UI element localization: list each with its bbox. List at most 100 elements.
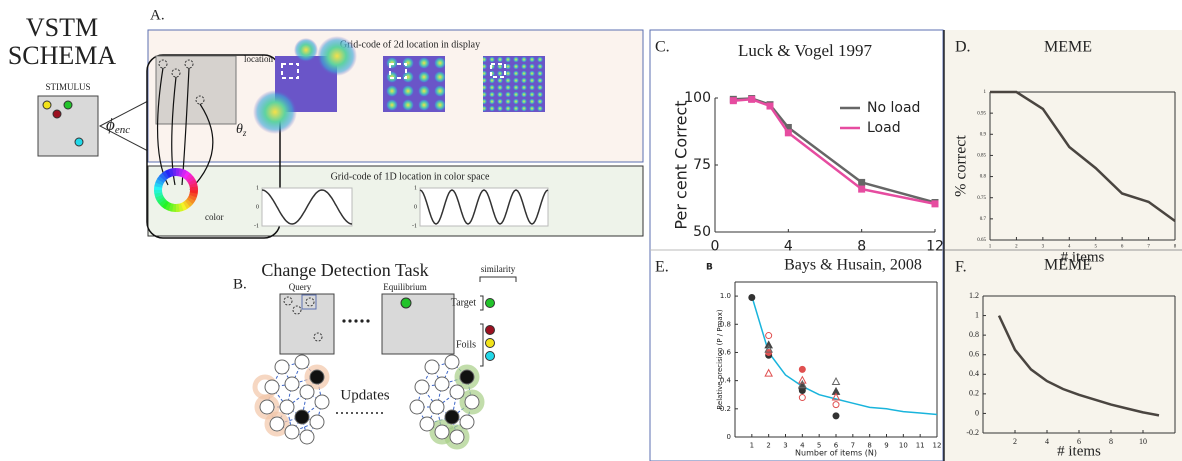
x-tick-label: 10 <box>899 441 908 449</box>
node <box>450 430 464 444</box>
foils-label: Foils <box>456 339 476 350</box>
marker <box>859 186 865 192</box>
equilibrium-label: Equilibrium <box>383 282 427 292</box>
schema-title: SCHEMA <box>8 41 117 70</box>
similarity-label: similarity <box>481 264 516 274</box>
node <box>285 377 299 391</box>
sine-tick-label: 0 <box>256 204 259 210</box>
x-tick-label: 8 <box>1109 437 1113 446</box>
x-tick-label: 12 <box>926 239 944 255</box>
dot <box>75 138 83 146</box>
panel-label: E. <box>655 259 669 276</box>
query-box <box>280 294 334 354</box>
node <box>295 410 309 424</box>
x-tick-label: 2 <box>1013 437 1017 446</box>
y-tick-label: -0.2 <box>966 428 979 437</box>
node <box>435 425 449 439</box>
updates-label: Updates <box>340 387 389 403</box>
x-tick-label: 3 <box>783 441 787 449</box>
y-axis-label: % correct <box>953 135 970 197</box>
y-tick-label: 50 <box>693 224 711 240</box>
panel-label: C. <box>655 39 670 56</box>
y-tick-label: 0 <box>727 433 731 441</box>
ellipsis <box>336 412 383 414</box>
panel-label: F. <box>955 259 967 276</box>
marker <box>799 366 805 372</box>
node <box>300 385 314 399</box>
node <box>460 415 474 429</box>
node <box>315 395 329 409</box>
color-label: color <box>205 212 224 222</box>
sine-tick-label: 1 <box>256 185 259 191</box>
sine-tick-label: -1 <box>412 223 417 229</box>
x-tick-label: 12 <box>933 441 942 449</box>
node <box>450 385 464 399</box>
node <box>285 425 299 439</box>
marker <box>749 295 755 301</box>
x-axis-label: Number of items (N) <box>795 449 877 458</box>
subscript: z <box>242 128 247 138</box>
bracket <box>480 324 483 366</box>
schema-title: VSTM <box>26 13 98 42</box>
x-tick-label: 1 <box>750 441 754 449</box>
dot <box>401 298 411 308</box>
panel-label: D. <box>955 39 971 56</box>
sine-tick-label: -1 <box>254 223 259 229</box>
marker <box>785 130 791 136</box>
dot <box>43 101 51 109</box>
node <box>295 355 309 369</box>
y-tick-label: 1 <box>975 310 979 319</box>
equilibrium-box <box>382 294 454 354</box>
ellipsis <box>342 319 369 322</box>
panel-label: A. <box>150 7 165 23</box>
y-tick-label: 0.8 <box>969 330 979 339</box>
marker <box>859 179 865 185</box>
legend-label: Load <box>867 120 901 136</box>
node <box>445 410 459 424</box>
marker <box>932 201 938 207</box>
node <box>265 380 279 394</box>
y-tick-label: 0.4 <box>969 369 979 378</box>
marker <box>767 103 773 109</box>
marker <box>730 98 736 104</box>
sine-tick-label: 0 <box>414 204 417 210</box>
y-tick-label: 0.9 <box>980 132 987 137</box>
node <box>300 430 314 444</box>
marker <box>749 96 755 102</box>
node <box>410 400 424 414</box>
y-tick-label: 0.6 <box>969 350 979 359</box>
subscript: enc <box>115 124 130 136</box>
y-tick-label: 0.85 <box>977 154 986 159</box>
y-tick-label: 0.65 <box>977 238 986 243</box>
y-tick-label: 0.75 <box>977 196 986 201</box>
x-tick-label: 4 <box>784 239 793 255</box>
location-label: location <box>244 54 273 64</box>
chart-title: MEME <box>1044 257 1092 274</box>
y-tick-label: 75 <box>693 157 711 173</box>
node <box>310 370 324 384</box>
similarity-bracket <box>480 277 516 282</box>
chart-title: MEME <box>1044 39 1092 56</box>
legend-label: No load <box>867 100 920 116</box>
y-tick-label: 1.2 <box>969 291 979 300</box>
x-tick-label: 11 <box>916 441 925 449</box>
y-tick-label: 0.8 <box>980 175 987 180</box>
stimulus-label: STIMULUS <box>45 82 90 92</box>
y-tick-label: 0 <box>975 408 979 417</box>
node <box>445 355 459 369</box>
bracket <box>480 296 483 310</box>
x-tick-label: 0 <box>711 239 720 255</box>
inset-label: B <box>706 263 713 273</box>
chart-title: Luck & Vogel 1997 <box>738 41 872 60</box>
y-tick-label: 0.95 <box>977 111 986 116</box>
dot <box>53 110 61 118</box>
sine-tick-label: 1 <box>414 185 417 191</box>
node <box>420 417 434 431</box>
x-tick-label: 8 <box>857 239 866 255</box>
row-title: Grid-code of 1D location in color space <box>331 171 490 182</box>
y-axis-label: Per cent Correct <box>672 100 691 229</box>
node <box>280 400 294 414</box>
page: VSTM SCHEMA STIMULUS ϕenc A. Grid-code o… <box>0 0 1182 461</box>
inset-bg <box>700 258 940 458</box>
node <box>415 380 429 394</box>
